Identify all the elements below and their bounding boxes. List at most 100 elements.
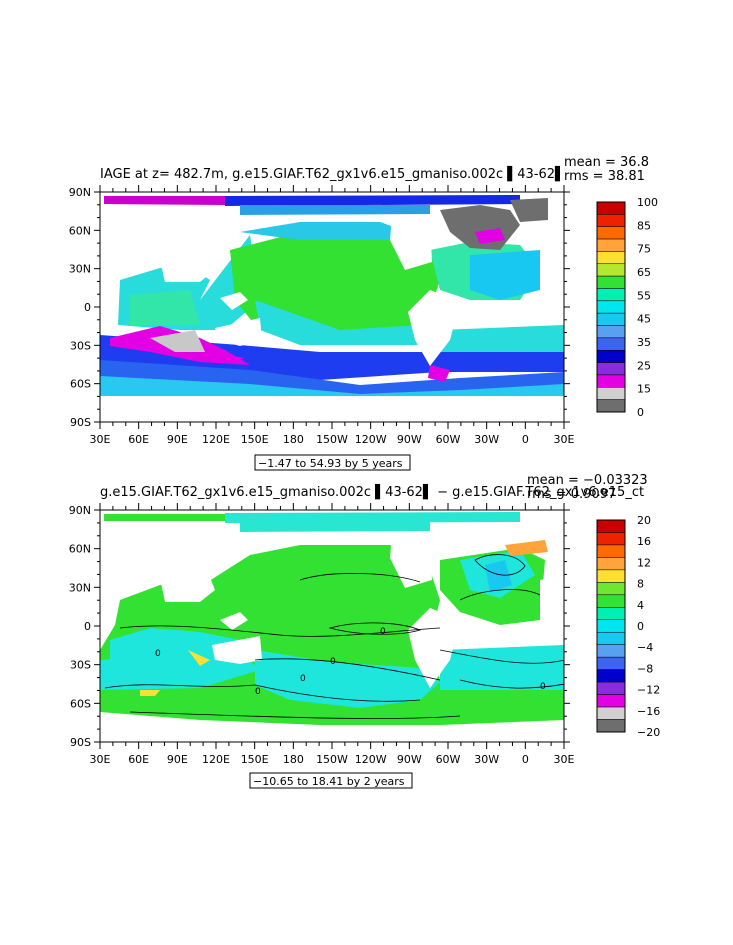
panel-1-rms: rms = 38.81 [564,169,645,184]
colorbar-swatch [596,557,626,571]
colorbar-swatch [596,201,626,215]
y-tick-label: 60N [69,543,91,556]
x-tick-label: 30W [474,433,499,446]
panel-1-x-axis: 30E 60E 90E 120E 150E 180 150W 120W 90W 60W 30W 0 30… [90,185,575,446]
x-tick-label: 90W [397,753,422,766]
x-tick-label: 180 [283,433,304,446]
colorbar-swatch [596,582,626,596]
colorbar-label: 20 [637,514,651,527]
colorbar-swatch [596,694,626,708]
y-tick-label: 0 [84,301,91,314]
colorbar-label: 15 [637,383,651,396]
colorbar-label: 4 [637,599,644,612]
x-tick-label: 60E [128,753,149,766]
colorbar-swatch [596,226,626,240]
colorbar-swatch [596,251,626,265]
colorbar-swatch [596,656,626,670]
panel-1-colorbar: 100 85 75 65 55 45 35 25 15 0 [596,196,658,419]
colorbar-swatch [596,594,626,608]
panel-2-contour-labels: 0 0 0 0 0 0 [155,627,546,697]
x-tick-label: 150E [241,753,269,766]
x-tick-label: 150W [316,433,348,446]
contour-label: 0 [380,627,386,637]
colorbar-swatch [596,706,626,720]
y-tick-label: 90N [69,186,91,199]
colorbar-label: 12 [637,556,651,569]
colorbar-label: 75 [637,243,651,256]
x-tick-label: 60E [128,433,149,446]
x-tick-label: 30E [554,753,575,766]
colorbar-label: 8 [637,578,644,591]
x-tick-label: 30W [474,753,499,766]
colorbar-label: −16 [637,705,660,718]
x-tick-label: 90W [397,433,422,446]
colorbar-swatch [596,300,626,314]
x-tick-label: 120E [202,433,230,446]
colorbar-swatch [596,569,626,583]
panel-2-mean: mean = −0.03323 [527,473,648,488]
panel-2-range-text: −10.65 to 18.41 by 2 years [253,775,405,788]
colorbar-swatch [596,532,626,546]
colorbar-swatch [596,669,626,683]
colorbar-swatch [596,312,626,326]
contour-label: 0 [330,657,336,667]
panel-2-range-box [249,772,413,789]
y-tick-label: 0 [84,620,91,633]
colorbar-swatch [596,387,626,400]
panel-2-title: g.e15.GIAF.T62_gx1v6.e15_gmaniso.002c ▌4… [100,483,644,500]
colorbar-swatch [596,544,626,558]
colorbar-swatch [596,337,626,351]
contour-label: 0 [255,687,261,697]
y-tick-label: 60N [69,224,91,237]
colorbar-label: 85 [637,219,651,232]
x-tick-label: 150E [241,433,269,446]
colorbar-label: 35 [637,336,651,349]
colorbar-swatch [596,263,626,277]
x-tick-label: 30E [554,433,575,446]
panel-2-x-axis: 30E 60E 90E 120E 150E 180 150W 120W 90W 60W 30W 0 30… [90,503,575,766]
panel-1-map [100,192,564,422]
x-tick-label: 120W [355,433,387,446]
colorbar-swatch [596,631,626,645]
colorbar-swatch [596,399,626,413]
y-tick-label: 90S [70,736,91,749]
colorbar-label: 65 [637,266,651,279]
y-tick-label: 60S [70,378,91,391]
panel-2-rms: rms = 0.9097 [527,487,616,502]
colorbar-label: −20 [637,726,660,739]
colorbar-label: 0 [637,406,644,419]
x-tick-label: 0 [522,753,529,766]
colorbar-swatch [596,288,626,302]
contour-label: 0 [540,682,546,692]
colorbar-frame [596,519,626,733]
x-tick-label: 30E [90,433,111,446]
x-tick-label: 180 [283,753,304,766]
panel-2-map [100,510,564,742]
y-tick-label: 30S [70,339,91,352]
colorbar-label: −4 [637,641,653,654]
colorbar-label: 100 [637,196,658,209]
colorbar-label: −8 [637,662,653,675]
y-tick-label: 60S [70,697,91,710]
x-tick-label: 0 [522,433,529,446]
y-tick-label: 90S [70,416,91,429]
x-tick-label: 90E [167,433,188,446]
colorbar-swatch [596,349,626,363]
contour-label: 0 [300,674,306,684]
panel-1-range-text: −1.47 to 54.93 by 5 years [258,457,403,470]
x-tick-label: 120E [202,753,230,766]
panel-2: g.e15.GIAF.T62_gx1v6.e15_gmaniso.002c ▌4… [69,473,660,789]
colorbar-swatch [596,325,626,339]
panel-1: IAGE at z= 482.7m, g.e15.GIAF.T62_gx1v6.… [69,155,658,471]
colorbar-label: 16 [637,535,651,548]
y-tick-label: 30S [70,659,91,672]
colorbar-label: 55 [637,289,651,302]
panel-2-y-axis: 90N 60N 30N 0 30S 60S 90S [69,504,570,749]
y-tick-label: 90N [69,504,91,517]
panel-1-y-axis: 90N 60N 30N 0 30S 60S 90S [69,186,570,429]
y-tick-label: 30N [69,263,91,276]
colorbar-label: 45 [637,313,651,326]
x-tick-label: 120W [355,753,387,766]
colorbar-swatch [596,719,626,733]
